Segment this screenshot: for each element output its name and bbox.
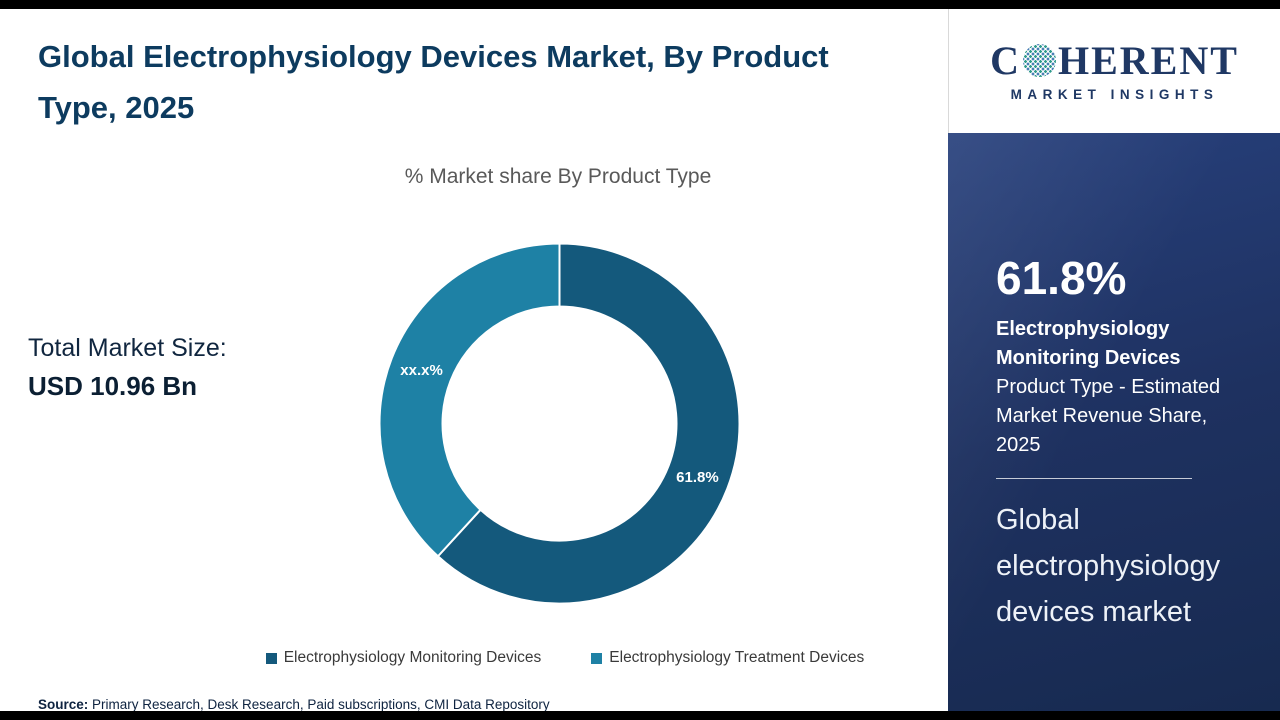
market-name: Global electrophysiology devices market <box>996 504 1221 628</box>
source-text: Primary Research, Desk Research, Paid su… <box>88 697 550 712</box>
legend-item: Electrophysiology Monitoring Devices <box>265 649 542 667</box>
top-border-bar <box>0 0 1280 9</box>
brand-logo: C HERENT <box>990 37 1239 83</box>
source-note: Source: Primary Research, Desk Research,… <box>38 697 550 712</box>
stat-segment-name: Electrophysiology Monitoring Devices <box>996 318 1181 369</box>
donut-slice <box>378 242 561 558</box>
total-market-size: Total Market Size: USD 10.96 Bn <box>28 329 227 405</box>
slice-label: xx.x% <box>400 362 443 379</box>
chart-section: Global Electrophysiology Devices Market,… <box>0 9 948 712</box>
brand-logo-area: C HERENT MARKET INSIGHTS <box>948 9 1280 133</box>
sidebar-divider <box>996 478 1192 479</box>
sidebar: C HERENT MARKET INSIGHTS 61.8% Electroph… <box>948 9 1280 711</box>
slice-label: 61.8% <box>676 469 719 486</box>
page-title: Global Electrophysiology Devices Market,… <box>38 39 829 125</box>
legend-label: Electrophysiology Monitoring Devices <box>283 649 542 666</box>
bottom-border-bar <box>0 711 1280 720</box>
sidebar-panel: 61.8% Electrophysiology Monitoring Devic… <box>948 133 1280 711</box>
chart-subtitle: % Market share By Product Type <box>404 165 712 188</box>
globe-icon <box>1022 44 1056 77</box>
legend-swatch <box>591 652 603 664</box>
total-market-size-value: USD 10.96 Bn <box>28 371 198 401</box>
brand-logo-subtitle: MARKET INSIGHTS <box>1010 86 1219 102</box>
chart-legend: Electrophysiology Monitoring Devices Elec… <box>120 649 1010 667</box>
legend-item: Electrophysiology Treatment Devices <box>591 649 864 667</box>
total-market-size-label: Total Market Size: <box>28 334 227 362</box>
legend-label: Electrophysiology Treatment Devices <box>609 649 865 666</box>
donut-slice <box>436 242 741 605</box>
donut-chart: 61.8% xx.x% <box>378 242 741 605</box>
stat-description: Product Type - Estimated Market Revenue … <box>996 376 1221 456</box>
legend-swatch <box>265 652 277 664</box>
logo-text-right: HERENT <box>1057 37 1239 83</box>
stat-value: 61.8% <box>996 252 1127 304</box>
logo-text-left: C <box>990 37 1021 83</box>
source-label: Source: <box>38 697 89 712</box>
